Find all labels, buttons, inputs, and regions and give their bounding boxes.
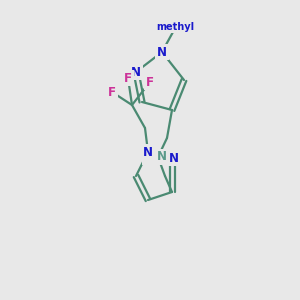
Text: N: N <box>157 151 167 164</box>
Text: F: F <box>146 76 154 88</box>
Text: N: N <box>131 65 141 79</box>
Text: N: N <box>143 146 153 158</box>
Text: F: F <box>124 71 132 85</box>
Text: F: F <box>108 85 116 98</box>
Text: methyl: methyl <box>156 22 194 32</box>
Text: N: N <box>169 152 179 164</box>
Text: H: H <box>144 151 154 164</box>
Text: N: N <box>157 46 167 59</box>
